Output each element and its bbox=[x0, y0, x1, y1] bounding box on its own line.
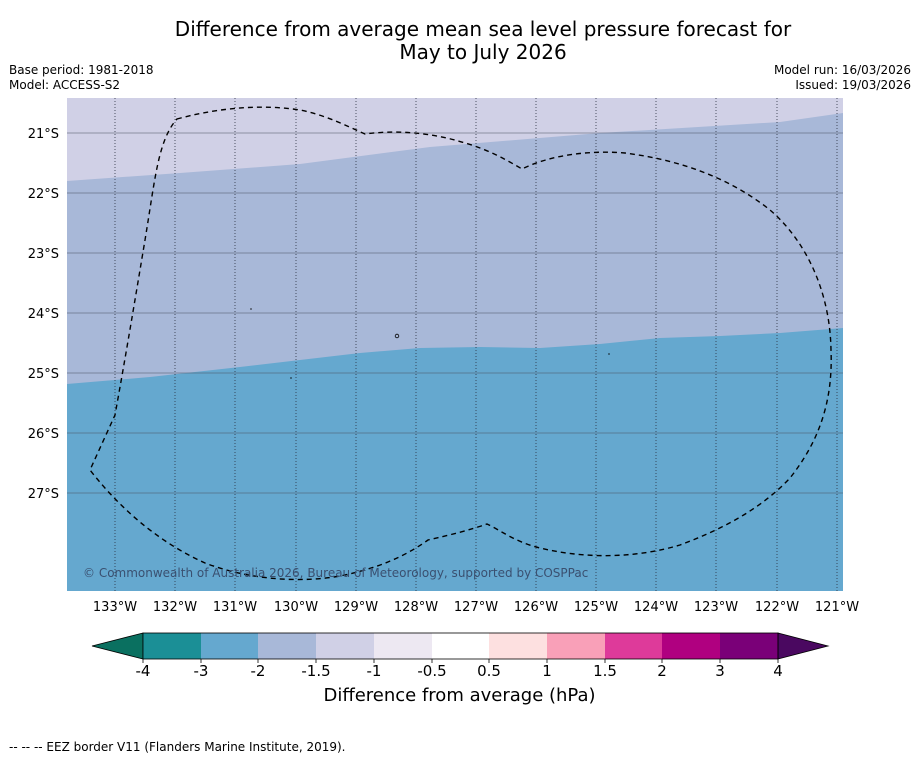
lon-label: 123°W bbox=[694, 600, 738, 615]
lon-label: 122°W bbox=[755, 600, 799, 615]
colorbar-tick-label: 1 bbox=[542, 662, 552, 680]
lon-label: 132°W bbox=[153, 600, 197, 615]
lon-label: 121°W bbox=[815, 600, 859, 615]
island-mark bbox=[394, 333, 400, 339]
base-period: Base period: 1981-2018 bbox=[9, 63, 154, 77]
lon-label: 133°W bbox=[93, 600, 137, 615]
lon-label: 131°W bbox=[213, 600, 257, 615]
colorbar-segment bbox=[258, 633, 316, 659]
lat-label: 22°S bbox=[28, 187, 59, 202]
colorbar-segment bbox=[605, 633, 662, 659]
field-band-dark bbox=[67, 328, 843, 591]
colorbar-ticks bbox=[142, 659, 779, 663]
colorbar-under-arrow bbox=[91, 632, 144, 660]
colorbar-tick-label: 2 bbox=[657, 662, 667, 680]
lat-labels: 21°S 22°S 23°S 24°S 25°S 26°S 27°S bbox=[28, 127, 59, 502]
colorbar-title: Difference from average (hPa) bbox=[323, 685, 596, 706]
lon-labels: 133°W 132°W 131°W 130°W 129°W 128°W 127°… bbox=[93, 600, 859, 615]
eez-footnote: -- -- -- EEZ border V11 (Flanders Marine… bbox=[9, 740, 346, 754]
map-panel: © Commonwealth of Australia 2026, Bureau… bbox=[67, 98, 843, 591]
lon-gridlines bbox=[114, 98, 838, 591]
lat-label: 27°S bbox=[28, 487, 59, 502]
colorbar-segment bbox=[143, 633, 201, 659]
colorbar-segment bbox=[316, 633, 374, 659]
colorbar-tick-label: -4 bbox=[136, 662, 151, 680]
lat-label: 21°S bbox=[28, 127, 59, 142]
colorbar-segment bbox=[662, 633, 720, 659]
colorbar-segment bbox=[720, 633, 778, 659]
colorbar-segment bbox=[201, 633, 258, 659]
lon-label: 124°W bbox=[634, 600, 678, 615]
lon-label: 130°W bbox=[274, 600, 318, 615]
colorbar-tick-label: 3 bbox=[715, 662, 725, 680]
lat-label: 24°S bbox=[28, 307, 59, 322]
chart-title: Difference from average mean sea level p… bbox=[0, 18, 919, 64]
colorbar-over-arrow bbox=[777, 632, 830, 660]
colorbar-segment bbox=[489, 633, 547, 659]
lat-label: 25°S bbox=[28, 367, 59, 382]
lon-label: 127°W bbox=[454, 600, 498, 615]
colorbar-tick-label: 4 bbox=[773, 662, 783, 680]
lat-label: 23°S bbox=[28, 247, 59, 262]
meta-right: Model run: 16/03/2026 Issued: 19/03/2026 bbox=[774, 63, 911, 93]
colorbar-tick-label: 0.5 bbox=[477, 662, 501, 680]
colorbar-tick-label: -2 bbox=[251, 662, 266, 680]
colorbar-tick-label: -1 bbox=[367, 662, 382, 680]
issued-date: Issued: 19/03/2026 bbox=[795, 78, 911, 92]
meta-left: Base period: 1981-2018 Model: ACCESS-S2 bbox=[9, 63, 154, 93]
title-line-1: Difference from average mean sea level p… bbox=[174, 17, 792, 41]
colorbar-tick-label: -3 bbox=[194, 662, 209, 680]
lon-label: 126°W bbox=[514, 600, 558, 615]
lon-label: 125°W bbox=[574, 600, 618, 615]
lon-label: 129°W bbox=[334, 600, 378, 615]
lat-label: 26°S bbox=[28, 427, 59, 442]
model-run: Model run: 16/03/2026 bbox=[773, 63, 911, 77]
lat-gridlines bbox=[67, 132, 843, 494]
colorbar-segment bbox=[432, 633, 489, 659]
colorbar-tick-label: 1.5 bbox=[593, 662, 617, 680]
colorbar-tick-labels: -4 -3 -2 -1.5 -1 -0.5 0.5 1 1.5 2 3 4 bbox=[136, 662, 783, 680]
colorbar-segment bbox=[374, 633, 432, 659]
colorbar-outline bbox=[142, 632, 779, 660]
model-name: Model: ACCESS-S2 bbox=[9, 78, 121, 92]
colorbar: -4 -3 -2 -1.5 -1 -0.5 0.5 1 1.5 2 3 4 bbox=[91, 632, 830, 680]
copyright-text: © Commonwealth of Australia 2026, Bureau… bbox=[83, 566, 588, 580]
colorbar-tick-label: -0.5 bbox=[417, 662, 446, 680]
island-marks bbox=[250, 308, 610, 379]
colorbar-segment bbox=[547, 633, 605, 659]
lon-label: 128°W bbox=[394, 600, 438, 615]
eez-border bbox=[89, 106, 832, 581]
map-figure: © Commonwealth of Australia 2026, Bureau… bbox=[28, 98, 859, 680]
colorbar-tick-label: -1.5 bbox=[301, 662, 330, 680]
title-line-2: May to July 2026 bbox=[399, 40, 567, 64]
